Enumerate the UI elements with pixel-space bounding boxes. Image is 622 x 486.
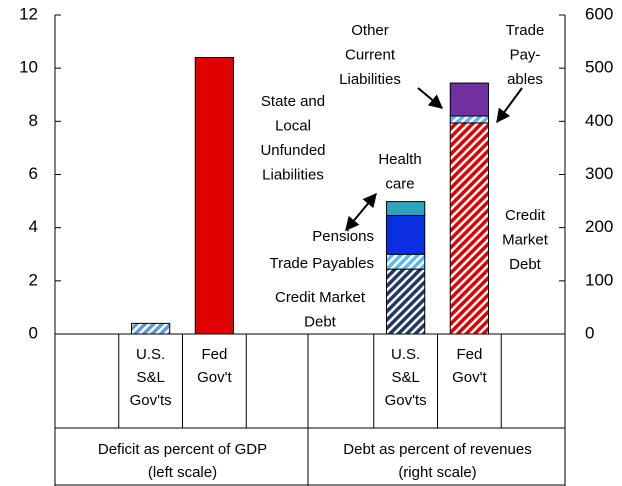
bar-segment: [449, 122, 489, 335]
bar-segment: [386, 253, 426, 270]
annotation: Pensions: [312, 228, 374, 245]
annotation: Trade Payables: [269, 255, 374, 272]
annotation: Liabilities: [339, 71, 401, 88]
bar-segment: [194, 57, 234, 335]
annotation: Local: [275, 117, 311, 134]
y-tick-label: 6: [29, 164, 38, 183]
x-tick-label: Fed Gov't: [452, 346, 487, 386]
annotation: Pay-: [510, 46, 541, 63]
annotation: Current: [345, 46, 396, 63]
annotation: Credit Market: [275, 289, 366, 306]
group-label: Debt as percent of revenues: [343, 441, 531, 458]
y2-tick-label: 400: [585, 111, 613, 130]
annotation: Debt: [509, 256, 542, 273]
annotation: Other: [351, 22, 389, 39]
annotation: care: [385, 175, 414, 192]
annotation: Health: [378, 151, 421, 168]
bar-segment: [386, 214, 426, 255]
y2-tick-label: 0: [585, 323, 594, 342]
bar-segment: [386, 268, 426, 335]
y2-tick-label: 200: [585, 217, 613, 236]
annotation: Credit: [505, 207, 546, 224]
annotation: State and: [261, 93, 325, 110]
annotation: Debt: [304, 313, 337, 330]
y-tick-label: 4: [29, 217, 38, 236]
x-tick-label: U.S. S&L Gov'ts: [384, 346, 427, 409]
y2-tick-label: 600: [585, 4, 613, 23]
y-tick-label: 12: [19, 4, 38, 23]
y-tick-label: 10: [19, 58, 38, 77]
x-tick-label: Fed Gov't: [197, 346, 232, 386]
bar-segment: [449, 82, 489, 117]
y-tick-label: 8: [29, 111, 38, 130]
y-tick-label: 2: [29, 270, 38, 289]
y-tick-label: 0: [29, 323, 38, 342]
annotation: Market: [502, 231, 549, 248]
arrows: [345, 87, 523, 232]
group-label: (right scale): [398, 464, 476, 481]
annotation: Liabilities: [262, 166, 324, 183]
annotation: ables: [507, 71, 543, 88]
bar-segment: [449, 115, 489, 124]
y2-tick-label: 500: [585, 58, 613, 77]
y2-tick-label: 300: [585, 164, 613, 183]
annotation: Trade: [506, 22, 545, 39]
group-label: Deficit as percent of GDP: [98, 441, 267, 458]
x-tick-label: U.S. S&L Gov'ts: [129, 346, 172, 409]
bar-segment: [131, 322, 171, 335]
group-label: (left scale): [148, 464, 217, 481]
bar-segment: [386, 201, 426, 216]
y2-tick-label: 100: [585, 270, 613, 289]
annotation: Unfunded: [260, 142, 325, 159]
